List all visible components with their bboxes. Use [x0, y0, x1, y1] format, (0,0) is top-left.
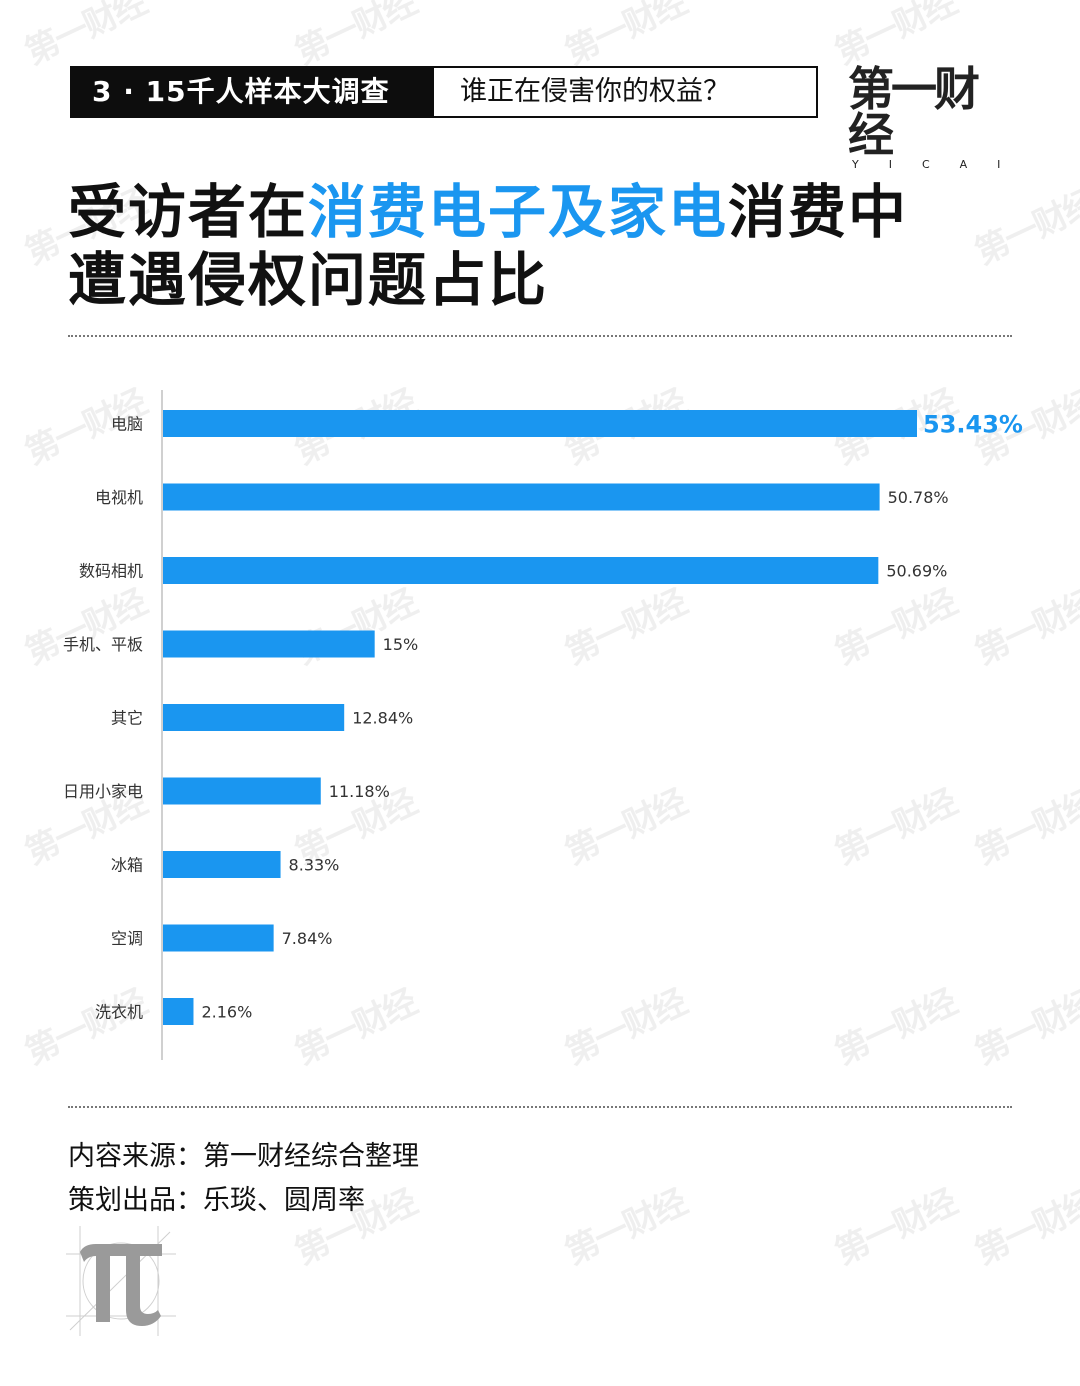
watermark-text: 第一财经 — [829, 1182, 962, 1273]
value-label: 53.43% — [923, 411, 1023, 439]
header-strip: 3 · 15千人样本大调查 谁正在侵害你的权益？ — [70, 66, 818, 118]
survey-subtitle: 谁正在侵害你的权益？ — [432, 66, 818, 118]
category-label: 数码相机 — [79, 562, 143, 581]
credit-line: 策划出品：乐琰、圆周率 — [68, 1179, 419, 1223]
page-title: 受访者在消费电子及家电消费中 遭遇侵权问题占比 — [68, 178, 1028, 314]
watermark-text: 第一财经 — [559, 1182, 692, 1273]
category-label: 电脑 — [111, 415, 143, 434]
bar — [163, 777, 321, 805]
value-label: 15% — [383, 635, 419, 654]
source-value: 第一财经综合整理 — [203, 1141, 419, 1172]
title-line2: 遭遇侵权问题占比 — [68, 246, 549, 314]
credit-value: 乐琰、圆周率 — [203, 1185, 365, 1216]
bar — [163, 851, 281, 878]
category-label: 日用小家电 — [63, 782, 143, 801]
bar — [163, 410, 917, 437]
bar — [163, 630, 375, 658]
credit-label: 策划出品： — [68, 1185, 203, 1216]
category-label: 电视机 — [95, 488, 143, 507]
value-label: 50.69% — [886, 562, 947, 581]
footer: 内容来源：第一财经综合整理 策划出品：乐琰、圆周率 — [68, 1135, 419, 1223]
title-highlight: 消费电子及家电 — [308, 178, 729, 246]
bar — [163, 704, 345, 731]
category-label: 空调 — [111, 929, 143, 948]
bar-chart: 电脑 53.43% 电视机 50.78% 数码相机 50.69% 手机、平板 15% 其它 12.… — [63, 390, 1023, 1060]
watermark-text: 第一财经 — [969, 1182, 1080, 1273]
title-part1: 受访者在 — [68, 178, 309, 246]
bar — [163, 998, 194, 1025]
bar — [163, 483, 880, 511]
watermark-text: 第一财经 — [19, 0, 152, 73]
title-part2: 消费中 — [728, 178, 909, 246]
source-line: 内容来源：第一财经综合整理 — [68, 1135, 419, 1179]
value-label: 50.78% — [888, 488, 949, 507]
bar — [163, 924, 274, 952]
value-label: 8.33% — [289, 856, 340, 875]
survey-badge: 3 · 15千人样本大调查 — [70, 66, 432, 118]
pi-icon — [66, 1226, 176, 1336]
bottom-divider — [68, 1106, 1012, 1108]
logo-text: 第一财经 — [848, 62, 980, 162]
watermark-text: 第一财经 — [559, 0, 692, 73]
yicai-logo: 第一财经 YICAI — [848, 66, 1018, 171]
value-label: 11.18% — [329, 782, 390, 801]
value-label: 12.84% — [352, 709, 413, 728]
category-label: 其它 — [111, 709, 143, 728]
top-divider — [68, 335, 1012, 337]
source-label: 内容来源： — [68, 1141, 203, 1172]
category-label: 冰箱 — [111, 856, 143, 875]
category-label: 手机、平板 — [63, 635, 143, 654]
watermark-text: 第一财经 — [289, 0, 422, 73]
category-label: 洗衣机 — [95, 1003, 143, 1022]
value-label: 2.16% — [201, 1003, 252, 1022]
logo-subtext: YICAI — [852, 158, 1031, 171]
value-label: 7.84% — [282, 929, 333, 948]
bar — [163, 557, 879, 584]
